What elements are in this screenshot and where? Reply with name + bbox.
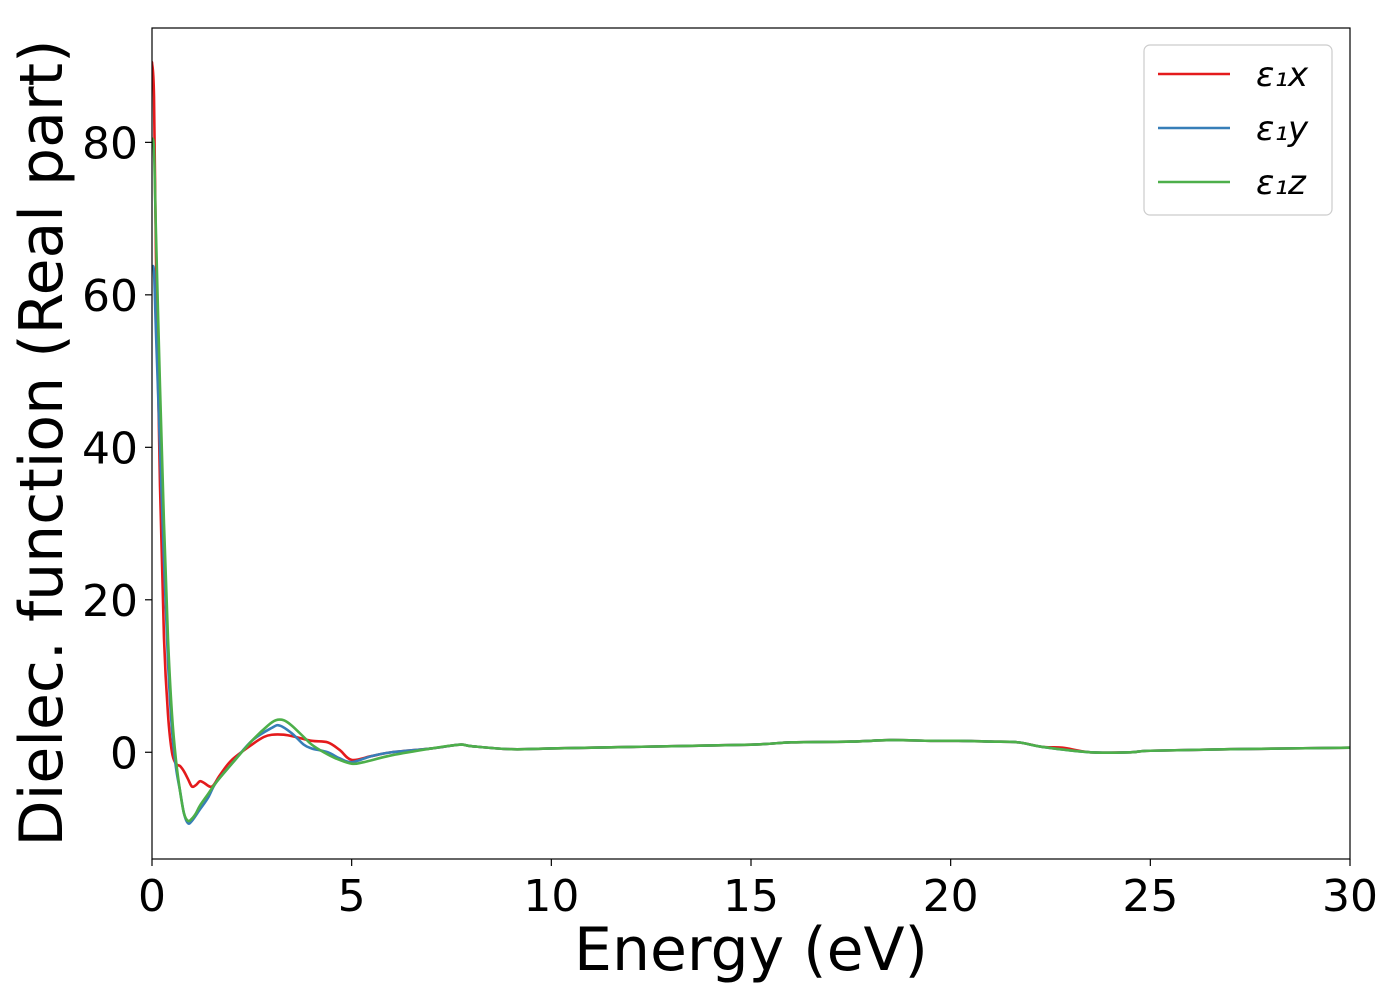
x-tick-label: 10 — [523, 871, 579, 922]
y-tick-label: 0 — [110, 728, 138, 779]
y-tick-label: 60 — [82, 271, 138, 322]
x-tick-label: 30 — [1322, 871, 1378, 922]
y-axis-title: Dielec. function (Real part) — [7, 40, 77, 847]
x-axis-ticks: 0 5 10 15 20 25 30 — [138, 859, 1378, 922]
x-tick-label: 25 — [1122, 871, 1178, 922]
x-axis-title: Energy (eV) — [574, 915, 928, 985]
legend-entries: ε₁x ε₁y ε₁z — [1158, 55, 1309, 203]
x-tick-label: 5 — [338, 871, 366, 922]
legend-label-2: ε₁y — [1256, 109, 1309, 149]
legend-box — [1143, 44, 1333, 216]
x-tick-label: 0 — [138, 871, 166, 922]
legend-label-3: ε₁z — [1256, 163, 1307, 203]
y-tick-label: 80 — [82, 118, 138, 169]
series-layer — [152, 61, 1350, 825]
legend: ε₁x ε₁y ε₁z — [1143, 44, 1333, 216]
legend-label-1: ε₁x — [1256, 55, 1309, 95]
x-tick-label: 15 — [723, 871, 779, 922]
y-tick-label: 20 — [82, 576, 138, 627]
x-tick-label: 20 — [923, 871, 979, 922]
series-line-3 — [152, 137, 1350, 823]
y-tick-label: 40 — [82, 423, 138, 474]
series-line-2 — [152, 264, 1350, 825]
y-axis-ticks: 0 20 40 60 80 — [82, 118, 152, 779]
